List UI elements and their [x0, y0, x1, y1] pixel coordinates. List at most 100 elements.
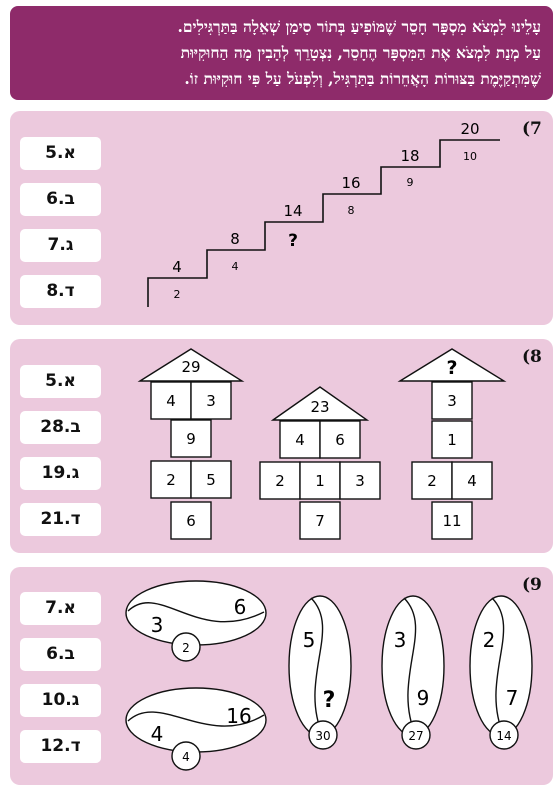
house3-row3-left-value: 2: [427, 472, 437, 490]
question-9-panel: 7.א 6.ב 10.ג 12.ד (9 3: [10, 567, 553, 785]
house1-row2-value: 9: [186, 430, 196, 448]
seed1-circle: [308, 720, 338, 750]
house3-roof: [397, 348, 507, 382]
seed3-bottom-value: 7: [506, 686, 519, 710]
house1-row1-left-value: 4: [166, 392, 176, 410]
seed3-divider: [491, 597, 505, 737]
instructions-line-2: עַל מְנַת לִמְצֹא אֶת הַמִּסְפָּר הֶחָסֵ…: [180, 43, 541, 62]
seed2-top-value: 3: [394, 628, 407, 652]
house3-row3-right-value: 4: [467, 472, 477, 490]
step-bottom-3-question-mark: ?: [288, 231, 298, 251]
seed1-divider: [310, 597, 324, 737]
instructions-line-3: שֶׁמִּתְקַיֶּמֶת בַּצּוּרוֹת הָאֲחֵרוֹת …: [184, 69, 541, 88]
oval1-right-value: 6: [234, 595, 247, 619]
house2-row2-right-value: 3: [355, 472, 365, 490]
seed1-question-mark: ?: [323, 688, 336, 713]
house2-row3-value: 7: [315, 512, 325, 530]
step-top-1: 4: [172, 258, 182, 276]
seed2-circle: [401, 720, 431, 750]
house2-row1-left: [279, 420, 321, 459]
question-7-panel: 5.א 6.ב 7.ג 8.ד (7 4 8 14 16 18 20 2 4 ?…: [10, 111, 553, 325]
step-bottom-1: 2: [174, 288, 181, 301]
q9-number: (9: [522, 575, 542, 595]
question-8-panel: 5.א 28.ב 19.ג 21.ד (8: [10, 339, 553, 553]
q8-option-d[interactable]: 21.ד: [20, 503, 101, 536]
step-top-3: 14: [283, 202, 302, 220]
house2-row2-right: [339, 461, 381, 500]
oval2-circle: [171, 741, 201, 771]
q7-number: (7: [522, 119, 542, 139]
seed2-outline: [381, 595, 445, 737]
seed1-circle-value: 30: [315, 729, 330, 743]
staircase-line: [147, 139, 500, 307]
seed2-bottom-value: 9: [417, 686, 430, 710]
q8-option-c[interactable]: 19.ג: [20, 457, 101, 490]
step-bottom-2: 4: [232, 260, 239, 273]
seed1-top-value: 5: [303, 628, 316, 652]
house1-row3-right-value: 5: [206, 471, 216, 489]
house3-row1: [431, 381, 473, 420]
house3-row4-value: 11: [442, 512, 461, 530]
house2-row2-left-value: 2: [275, 472, 285, 490]
house1-row3-left-value: 2: [166, 471, 176, 489]
seed3-outline: [469, 595, 533, 737]
oval2-left-value: 4: [151, 722, 164, 746]
step-top-2: 8: [230, 230, 240, 248]
house1-row3-right: [190, 460, 232, 499]
house3-row4: [431, 501, 473, 540]
oval1-circle: [171, 632, 201, 662]
house2-row1-right: [319, 420, 361, 459]
step-bottom-4: 8: [348, 204, 355, 217]
house3-row2-value: 1: [447, 431, 457, 449]
q7-option-a[interactable]: 5.א: [20, 137, 101, 170]
q9-option-d[interactable]: 12.ד: [20, 730, 101, 763]
seed3-circle-value: 14: [496, 729, 511, 743]
q7-option-d[interactable]: 8.ד: [20, 275, 101, 308]
q9-option-a[interactable]: 7.א: [20, 592, 101, 625]
step-top-4: 16: [341, 174, 360, 192]
oval2-right-value: 16: [226, 704, 251, 728]
house1-row2: [170, 419, 212, 458]
house2-roof: [270, 386, 370, 421]
instructions-banner: עָלֵינוּ לִמְצֹא מִסְפָּר חָסֵר שֶׁמּוֹפ…: [10, 6, 553, 100]
step-bottom-5: 9: [407, 176, 414, 189]
house2-row3: [299, 501, 341, 540]
house1-row4: [170, 501, 212, 540]
house3-row1-value: 3: [447, 392, 457, 410]
house1-row4-value: 6: [186, 512, 196, 530]
house1-row1-right-value: 3: [206, 392, 216, 410]
q7-option-c[interactable]: 7.ג: [20, 229, 101, 262]
seed3-top-value: 2: [483, 628, 496, 652]
q8-number: (8: [522, 347, 542, 367]
seed3-circle: [489, 720, 519, 750]
house2-row2-mid-value: 1: [315, 472, 325, 490]
house1-roof: [137, 348, 245, 382]
step-top-6: 20: [460, 120, 479, 138]
step-top-5: 18: [400, 147, 419, 165]
house2-row1-right-value: 6: [335, 431, 345, 449]
house3-row2: [431, 420, 473, 459]
house3-roof-question-mark: ?: [446, 357, 457, 379]
house2-row2-mid: [299, 461, 341, 500]
house3-row3-left: [411, 461, 453, 500]
seed1-outline: [288, 595, 352, 737]
step-bottom-6: 10: [463, 150, 477, 163]
q7-option-b[interactable]: 6.ב: [20, 183, 101, 216]
house3-row3-right: [451, 461, 493, 500]
oval1-circle-value: 2: [182, 641, 190, 655]
seed2-divider: [403, 597, 417, 737]
q8-option-b[interactable]: 28.ב: [20, 411, 101, 444]
seed2-circle-value: 27: [408, 729, 423, 743]
instructions-line-1: עָלֵינוּ לִמְצֹא מִסְפָּר חָסֵר שֶׁמּוֹפ…: [177, 17, 541, 36]
oval1-left-value: 3: [151, 613, 164, 637]
q9-option-c[interactable]: 10.ג: [20, 684, 101, 717]
house1-row1-left: [150, 381, 192, 420]
q9-shapes: 3 6 2 4 16 4 5 ? 30 3 9 27 2 7 14: [125, 580, 533, 771]
house1-roof-value: 29: [181, 358, 200, 376]
house1-row1-right: [190, 381, 232, 420]
oval1-divider: [127, 602, 265, 623]
q9-option-b[interactable]: 6.ב: [20, 638, 101, 671]
house1-row3-left: [150, 460, 192, 499]
q8-option-a[interactable]: 5.א: [20, 365, 101, 398]
house2-row1-left-value: 4: [295, 431, 305, 449]
